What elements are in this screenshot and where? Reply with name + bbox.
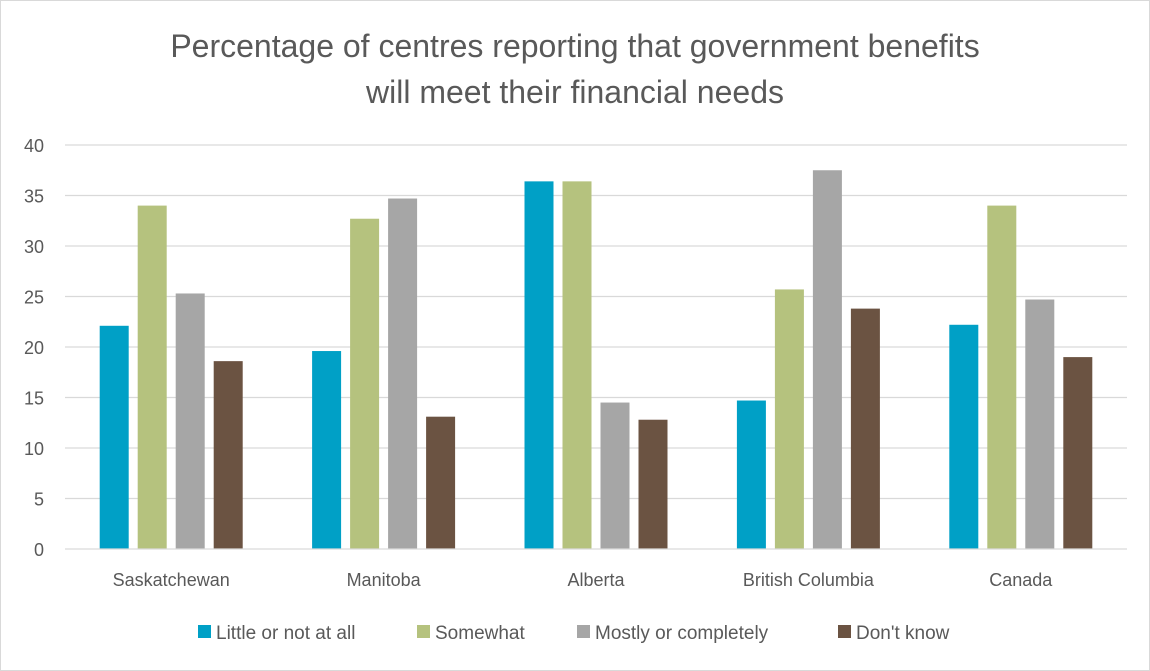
bar (350, 218, 380, 550)
y-tick-label: 30 (24, 237, 44, 257)
bar (213, 361, 243, 549)
bar (175, 293, 205, 549)
bar (1063, 357, 1093, 549)
bar (736, 400, 766, 549)
bar (524, 181, 554, 550)
chart-title: Percentage of centres reporting that gov… (170, 28, 979, 110)
chart-title-line-2: will meet their financial needs (365, 74, 784, 110)
y-tick-label: 5 (34, 490, 44, 510)
y-tick-label: 15 (24, 389, 44, 409)
bar (812, 170, 842, 549)
legend-label: Little or not at all (216, 623, 355, 644)
bar (987, 205, 1017, 549)
legend-item: Little or not at all (198, 623, 355, 644)
y-axis: 0 5 10 15 20 25 30 35 40 (24, 136, 44, 560)
bar (600, 402, 630, 549)
y-tick-label: 25 (24, 288, 44, 308)
x-tick-label: British Columbia (743, 570, 875, 590)
legend-swatch (198, 625, 211, 638)
y-tick-label: 20 (24, 338, 44, 358)
y-tick-label: 35 (24, 187, 44, 207)
bars (99, 170, 1093, 550)
legend-item: Mostly or completely (577, 623, 769, 644)
bar (388, 198, 418, 549)
legend-label: Somewhat (435, 623, 525, 644)
legend-label: Don't know (856, 623, 950, 644)
legend: Little or not at all Somewhat Mostly or co… (198, 623, 950, 644)
bar (638, 419, 668, 549)
legend-swatch (577, 625, 590, 638)
legend-label: Mostly or completely (595, 623, 769, 644)
legend-swatch (417, 625, 430, 638)
x-tick-label: Saskatchewan (113, 570, 230, 590)
bar (1025, 299, 1055, 549)
x-tick-label: Canada (989, 570, 1053, 590)
legend-swatch (838, 625, 851, 638)
legend-item: Somewhat (417, 623, 525, 644)
legend-item: Don't know (838, 623, 950, 644)
bar (137, 205, 167, 549)
x-tick-label: Alberta (567, 570, 625, 590)
bar (312, 351, 342, 549)
y-tick-label: 40 (24, 136, 44, 156)
y-tick-label: 10 (24, 439, 44, 459)
bar (850, 308, 880, 549)
chart-title-line-1: Percentage of centres reporting that gov… (170, 28, 979, 64)
bar (949, 324, 979, 549)
bar (426, 416, 456, 549)
bar (774, 289, 804, 549)
bar (562, 181, 592, 550)
x-axis: Saskatchewan Manitoba Alberta British Colum… (65, 548, 1127, 590)
y-tick-label: 0 (34, 540, 44, 560)
bar (99, 325, 129, 549)
x-tick-label: Manitoba (347, 570, 422, 590)
